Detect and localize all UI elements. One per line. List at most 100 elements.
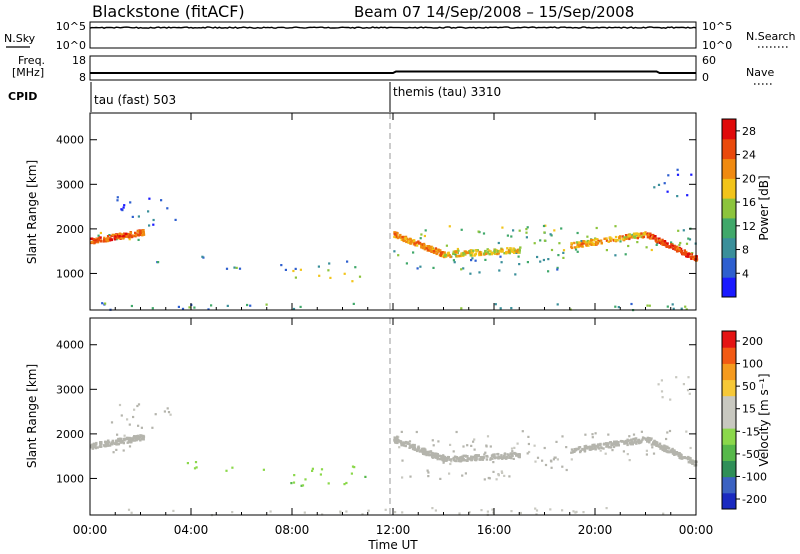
scatter-cell bbox=[671, 244, 674, 247]
freq-unit-label: [MHz] bbox=[12, 66, 44, 79]
scatter-cell bbox=[432, 444, 435, 447]
scatter-cell bbox=[174, 218, 177, 221]
scatter-cell bbox=[427, 248, 430, 252]
scatter-cell bbox=[547, 270, 550, 273]
scatter-cell bbox=[602, 447, 605, 450]
scatter-cell bbox=[120, 414, 123, 417]
scatter-cell bbox=[497, 241, 500, 245]
scatter-cell bbox=[647, 439, 651, 442]
scatter-cell bbox=[122, 437, 126, 441]
scatter-cell bbox=[108, 444, 112, 447]
colorbar-segment bbox=[722, 257, 736, 278]
scatter-cell bbox=[526, 452, 529, 455]
scatter-cell bbox=[556, 268, 559, 271]
scatter-cell bbox=[647, 437, 651, 440]
scatter-cell bbox=[90, 241, 93, 244]
scatter-cell bbox=[519, 511, 522, 515]
colorbar-tick-label: 15 bbox=[742, 403, 756, 416]
scatter-cell bbox=[118, 403, 122, 407]
scatter-cell bbox=[474, 252, 477, 256]
scatter-cell bbox=[666, 431, 669, 434]
scatter-cell bbox=[421, 451, 424, 454]
scatter-cell bbox=[489, 250, 492, 253]
scatter-cell bbox=[555, 440, 558, 443]
scatter-cell bbox=[166, 207, 169, 210]
scatter-cell bbox=[444, 253, 447, 257]
scatter-cell bbox=[441, 254, 445, 257]
scatter-cell bbox=[553, 229, 556, 232]
scatter-cell bbox=[431, 453, 434, 456]
scatter-cell bbox=[290, 482, 293, 485]
scatter-cell bbox=[139, 434, 142, 437]
scatter-cell bbox=[129, 231, 133, 234]
power-colorbar: 4 8 12 16 20 24 28 Power [dB] bbox=[721, 118, 771, 298]
scatter-cell bbox=[418, 242, 421, 245]
scatter-cell bbox=[94, 240, 97, 244]
scatter-cell bbox=[160, 199, 163, 202]
scatter-cell bbox=[265, 303, 268, 306]
scatter-cell bbox=[663, 444, 666, 447]
scatter-cell bbox=[593, 446, 596, 449]
scatter-cell bbox=[106, 444, 110, 447]
scatter-cell bbox=[397, 254, 400, 257]
scatter-cell bbox=[494, 303, 497, 306]
scatter-cell bbox=[475, 454, 478, 457]
scatter-cell bbox=[512, 247, 515, 250]
scatter-cell bbox=[480, 509, 483, 512]
scatter-cell bbox=[636, 241, 639, 244]
scatter-cell bbox=[511, 452, 514, 455]
scatter-cell bbox=[119, 437, 122, 441]
scatter-cell bbox=[641, 438, 644, 441]
x-tick-labels: 00:00 04:00 08:00 12:00 16:00 20:00 00:00 bbox=[73, 523, 714, 537]
scatter-cell bbox=[351, 280, 354, 283]
scatter-cell bbox=[431, 451, 434, 455]
scatter-cell bbox=[648, 304, 651, 307]
scatter-cell bbox=[630, 302, 633, 306]
scatter-cell bbox=[472, 457, 475, 460]
scatter-cell bbox=[614, 442, 617, 445]
scatter-cell bbox=[134, 231, 137, 235]
scatter-cell bbox=[577, 447, 580, 451]
scatter-cell bbox=[354, 266, 357, 269]
scatter-cell bbox=[588, 242, 592, 245]
scatter-cell bbox=[439, 477, 442, 480]
scatter-cell bbox=[139, 231, 142, 234]
scatter-cell bbox=[449, 443, 452, 446]
scatter-cell bbox=[127, 440, 130, 443]
scatter-cell bbox=[573, 241, 576, 245]
scatter-cell bbox=[129, 201, 132, 204]
scatter-cell bbox=[560, 227, 563, 230]
scatter-cell bbox=[687, 461, 690, 464]
scatter-cell bbox=[605, 442, 609, 445]
scatter-cell bbox=[661, 448, 664, 452]
scatter-cell bbox=[399, 440, 403, 443]
colorbar-segment bbox=[722, 411, 736, 429]
scatter-cell bbox=[440, 456, 443, 460]
scatter-cell bbox=[404, 440, 408, 444]
scatter-cell bbox=[114, 235, 117, 238]
colorbar-segment bbox=[722, 198, 736, 219]
scatter-cell bbox=[685, 242, 689, 245]
scatter-cell bbox=[103, 236, 106, 240]
scatter-cell bbox=[580, 243, 583, 246]
scatter-cell bbox=[443, 251, 446, 254]
colorbar-tick-label: 50 bbox=[742, 380, 756, 393]
scatter-cell bbox=[570, 451, 573, 454]
scatter-cell bbox=[484, 258, 487, 261]
scatter-cell bbox=[584, 433, 587, 436]
scatter-cell bbox=[491, 453, 495, 456]
scatter-cell bbox=[131, 235, 134, 239]
scatter-cell bbox=[408, 443, 411, 446]
scatter-cell bbox=[457, 459, 460, 463]
scatter-cell bbox=[450, 460, 453, 463]
scatter-cell bbox=[345, 481, 348, 485]
scatter-cell bbox=[610, 237, 613, 240]
scatter-cell bbox=[498, 456, 501, 459]
scatter-cell bbox=[478, 271, 481, 274]
scatter-cell bbox=[457, 457, 460, 461]
scatter-cell bbox=[610, 443, 613, 447]
scatter-cell bbox=[605, 239, 609, 242]
scatter-cell bbox=[477, 454, 480, 457]
scatter-cell bbox=[432, 251, 436, 254]
scatter-cell bbox=[617, 441, 620, 444]
